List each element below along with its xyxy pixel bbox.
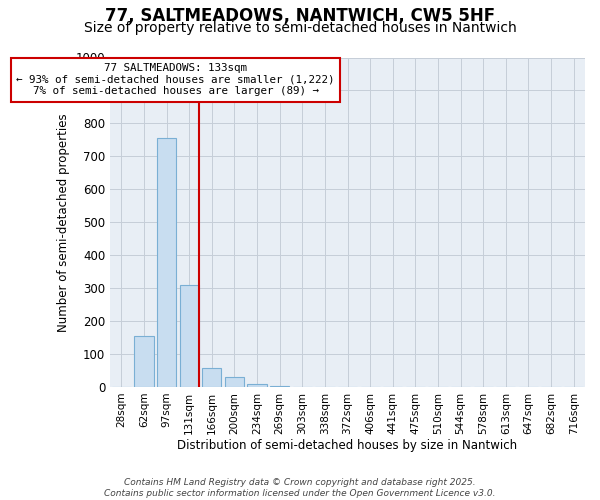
Text: Contains HM Land Registry data © Crown copyright and database right 2025.
Contai: Contains HM Land Registry data © Crown c… <box>104 478 496 498</box>
Bar <box>247 384 266 387</box>
Text: 77, SALTMEADOWS, NANTWICH, CW5 5HF: 77, SALTMEADOWS, NANTWICH, CW5 5HF <box>105 8 495 26</box>
Bar <box>225 377 244 387</box>
Y-axis label: Number of semi-detached properties: Number of semi-detached properties <box>57 113 70 332</box>
Bar <box>202 368 221 387</box>
Bar <box>179 285 199 387</box>
Bar <box>157 138 176 387</box>
X-axis label: Distribution of semi-detached houses by size in Nantwich: Distribution of semi-detached houses by … <box>178 440 518 452</box>
Bar <box>270 386 289 387</box>
Bar <box>134 336 154 387</box>
Text: 77 SALTMEADOWS: 133sqm
← 93% of semi-detached houses are smaller (1,222)
7% of s: 77 SALTMEADOWS: 133sqm ← 93% of semi-det… <box>16 63 335 96</box>
Text: Size of property relative to semi-detached houses in Nantwich: Size of property relative to semi-detach… <box>83 21 517 35</box>
